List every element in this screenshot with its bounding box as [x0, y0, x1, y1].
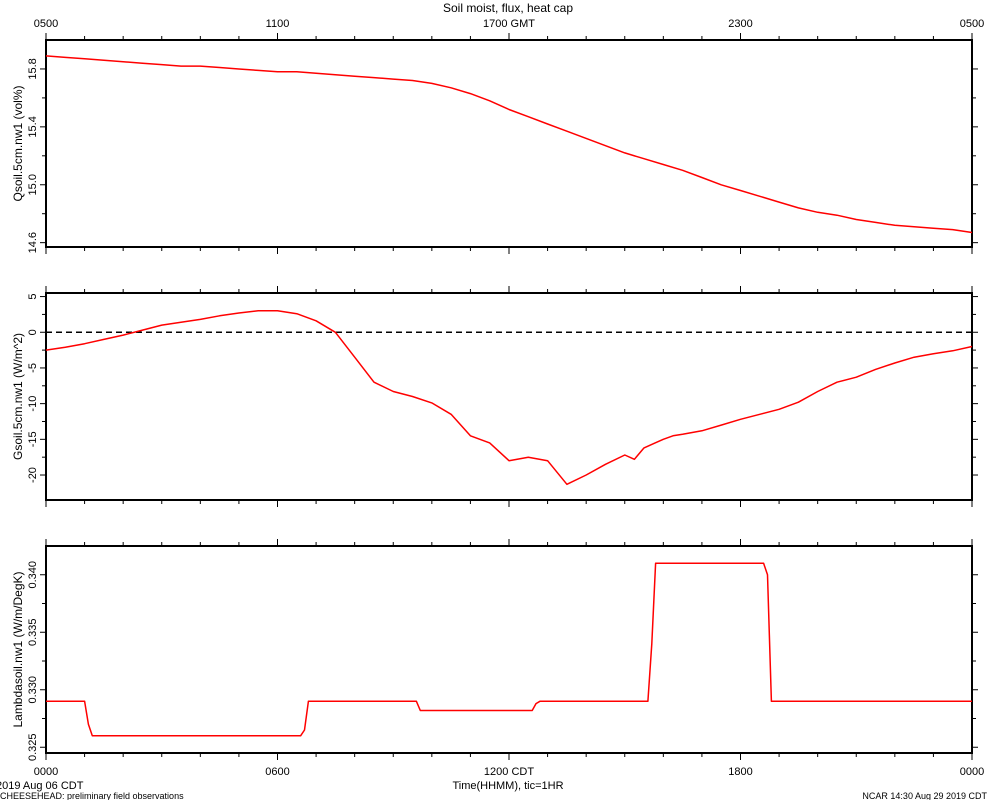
panel-frame — [45, 545, 973, 754]
y-tick-label: 0.325 — [27, 733, 39, 761]
bottom-tick-label: 1200 CDT — [484, 766, 534, 778]
footer-note: CHEESEHEAD: preliminary field observatio… — [0, 791, 184, 800]
y-tick-label: -5 — [27, 363, 39, 373]
x-axis-label: Time(HHMM), tic=1HR — [452, 780, 563, 792]
top-tick-label: 1700 GMT — [483, 18, 535, 30]
bottom-tick-label: 1800 — [728, 766, 752, 778]
y-axis-label: Lambdasoil.nw1 (W/m/DegK) — [11, 571, 25, 727]
top-tick-label: 1100 — [266, 18, 290, 30]
y-tick-label: 15.0 — [27, 174, 39, 195]
y-tick-label: 0.340 — [27, 561, 39, 589]
chart-title: Soil moist, flux, heat cap — [443, 1, 573, 15]
y-tick-label: 5 — [27, 294, 39, 300]
bottom-tick-label: 0600 — [265, 766, 289, 778]
panel-frame — [45, 292, 973, 501]
y-tick-label: 15.8 — [27, 58, 39, 79]
series-line — [45, 310, 973, 486]
y-tick-label: 0 — [27, 329, 39, 335]
series-line — [45, 55, 973, 234]
bottom-tick-label: 0000 — [960, 766, 984, 778]
panel-2: -20 -15 -10 -5 0 5 Gsoil.5cm.nw1 (W/m^2) — [11, 286, 978, 507]
top-tick-label: 0500 — [960, 18, 984, 30]
footer-date: 2019 Aug 06 CDT — [0, 780, 84, 792]
y-axis-label: Gsoil.5cm.nw1 (W/m^2) — [11, 333, 25, 460]
y-tick-label: 0.335 — [27, 618, 39, 646]
top-time-axis: 0500 1100 1700 GMT 2300 0500 — [34, 18, 984, 30]
y-tick-label: -10 — [27, 396, 39, 412]
y-tick-label: 14.6 — [27, 232, 39, 253]
y-tick-label: -20 — [27, 467, 39, 483]
top-tick-label: 2300 — [728, 18, 752, 30]
y-axis-label: Qsoil.5cm.nw1 (vol%) — [11, 85, 25, 201]
top-tick-label: 0500 — [34, 18, 58, 30]
y-tick-label: -15 — [27, 431, 39, 447]
series-line — [46, 562, 972, 737]
bottom-tick-label: 0000 — [34, 766, 58, 778]
footer-stamp: NCAR 14:30 Aug 29 2019 CDT — [862, 791, 987, 800]
y-tick-label: 15.4 — [27, 116, 39, 137]
panel-frame — [45, 39, 973, 248]
bottom-time-axis: 0000 0600 1200 CDT 1800 0000 — [34, 766, 984, 778]
y-tick-label: 0.330 — [27, 676, 39, 704]
